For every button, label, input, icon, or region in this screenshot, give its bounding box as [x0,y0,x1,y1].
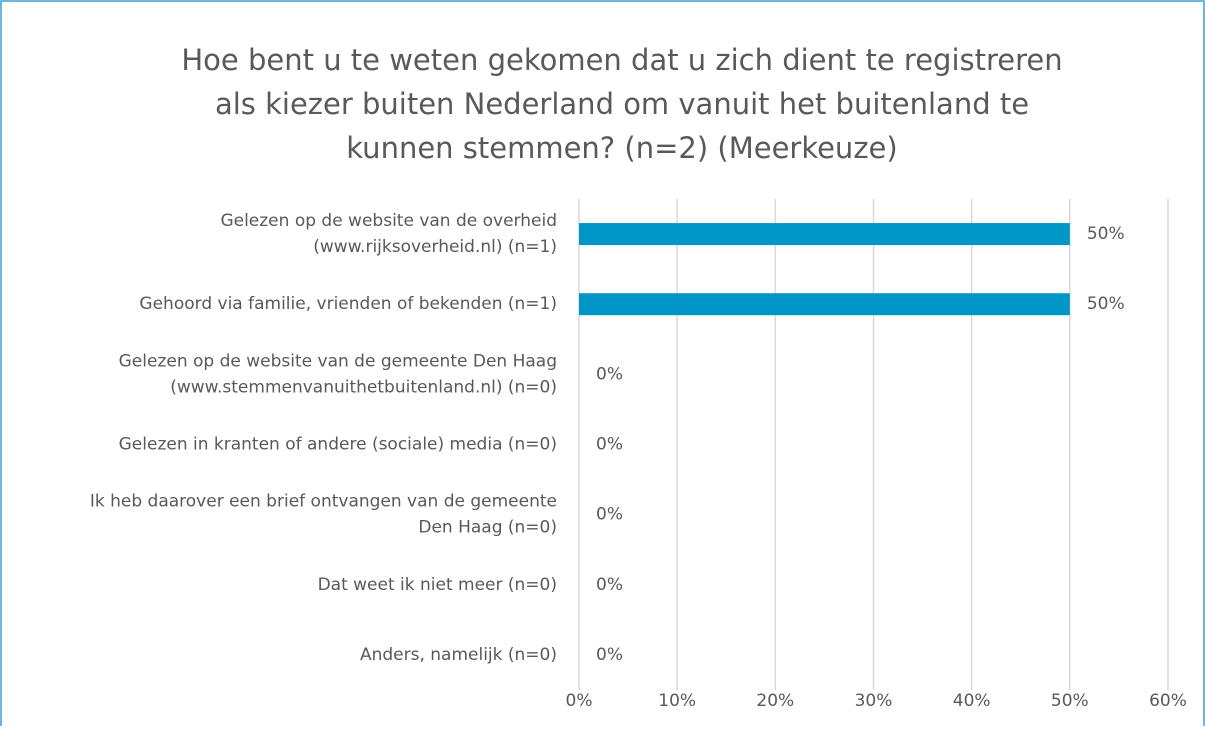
bar [579,293,1070,316]
data-label: 50% [1087,294,1125,314]
y-tick-label: Ik heb daarover een brief ontvangen van … [90,492,557,538]
x-tick-label: 20% [756,691,794,711]
x-tick-label: 60% [1149,691,1187,711]
y-tick-label: Gelezen op de website van de overheid (ww… [220,211,557,257]
data-label: 50% [1087,224,1125,244]
y-tick-label: Anders, namelijk (n=0) [360,645,557,665]
data-label: 0% [596,575,623,595]
x-tick-label: 0% [566,691,593,711]
x-tick-label: 30% [855,691,893,711]
data-label: 0% [596,435,623,455]
y-tick-label: Gelezen in kranten of andere (sociale) m… [119,435,557,455]
x-tick-label: 10% [658,691,696,711]
data-label: 0% [596,505,623,525]
y-tick-label: Gehoord via familie, vrienden of bekende… [139,294,557,314]
x-tick-label: 50% [1051,691,1089,711]
data-label: 0% [596,364,623,384]
x-tick-label: 40% [953,691,991,711]
y-tick-label: Gelezen op de website van de gemeente De… [119,351,557,397]
bar [579,223,1070,246]
y-tick-label: Dat weet ik niet meer (n=0) [318,575,557,595]
chart-title: Hoe bent u te weten gekomen dat u zich d… [181,43,1062,165]
data-label: 0% [596,645,623,665]
